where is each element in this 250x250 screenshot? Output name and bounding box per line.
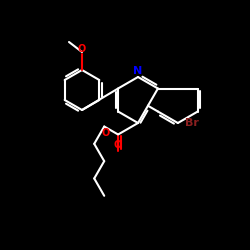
- Text: N: N: [134, 66, 142, 76]
- Text: Br: Br: [185, 118, 199, 128]
- Text: O: O: [114, 140, 122, 150]
- Text: O: O: [101, 128, 109, 138]
- Text: O: O: [78, 44, 86, 54]
